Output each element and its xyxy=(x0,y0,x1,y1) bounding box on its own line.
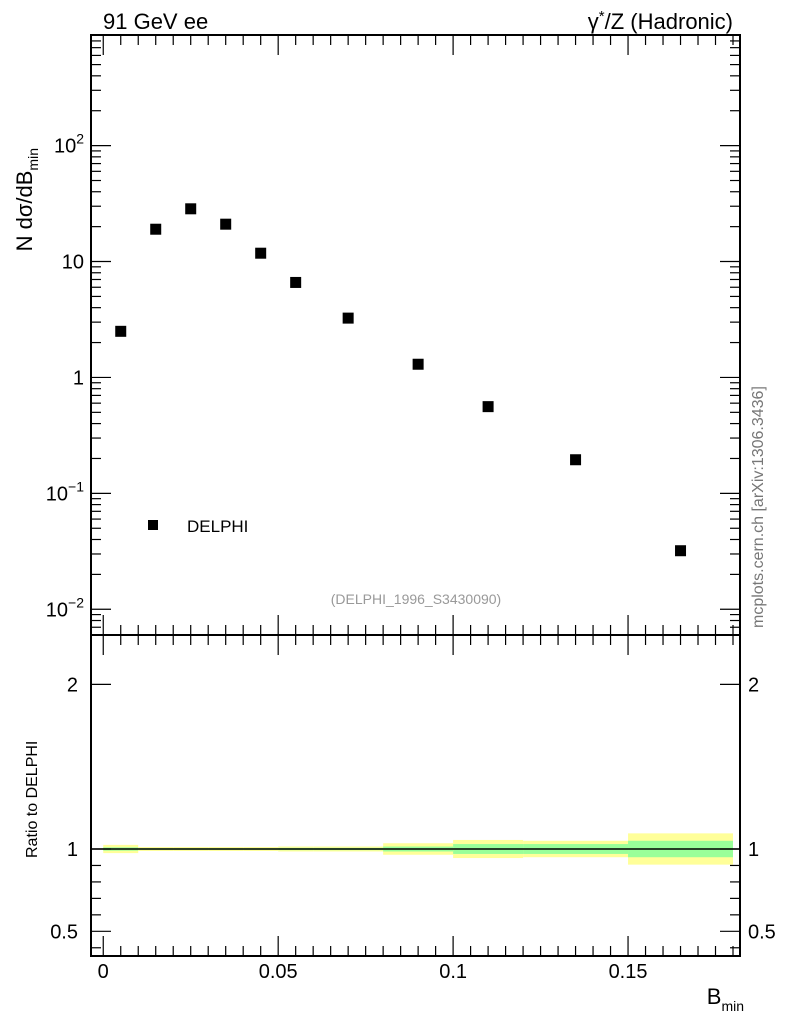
analysis-annotation: (DELPHI_1996_S3430090) xyxy=(331,591,501,607)
x-tick-label: 0 xyxy=(98,961,109,983)
header-right: γ*/Z (Hadronic) xyxy=(588,8,733,34)
data-point xyxy=(342,312,354,324)
ratio-bands xyxy=(91,833,740,865)
x-tick-label: 0.1 xyxy=(439,961,467,983)
header-right-rest: /Z (Hadronic) xyxy=(605,9,733,34)
ratio-ytick-label-right: 0.5 xyxy=(748,921,776,943)
ratio-ytick-label-left: 0.5 xyxy=(50,921,78,943)
ratio-ytick-label-left: 1 xyxy=(67,839,78,861)
data-point xyxy=(570,454,582,466)
ratio-ticks: 0.5 0.5 1 1 2 2 0 0.05 0.1 0.15 xyxy=(50,635,776,983)
ratio-frame xyxy=(90,634,741,957)
data-point xyxy=(482,401,494,413)
side-label: mcplots.cern.ch [arXiv:1306.3436] xyxy=(750,386,767,628)
data-point xyxy=(255,247,267,259)
main-ytick-label: 1 xyxy=(73,367,84,389)
header-right-gamma: γ xyxy=(588,9,599,34)
data-point xyxy=(675,545,687,557)
x-tick-label: 0.15 xyxy=(609,961,648,983)
ratio-ytick-label-right: 1 xyxy=(748,839,759,861)
ratio-ytick-label-left: 2 xyxy=(67,674,78,696)
data-point xyxy=(220,218,232,230)
data-point xyxy=(290,276,302,288)
x-axis-label-sub: min xyxy=(721,998,744,1014)
header-left: 91 GeV ee xyxy=(103,9,208,34)
main-ytick-label: 10 xyxy=(62,252,84,274)
x-axis-label-text: B xyxy=(707,984,722,1009)
data-point xyxy=(412,358,424,370)
data-point xyxy=(150,223,162,235)
legend: DELPHI xyxy=(148,517,248,536)
main-ytick-label: 102 xyxy=(54,131,84,158)
main-points xyxy=(115,203,687,557)
main-ytick-label: 10−2 xyxy=(46,594,84,621)
x-axis-label: Bmin xyxy=(707,984,744,1014)
main-ylabel: N dσ/dBmin xyxy=(12,148,41,251)
data-point xyxy=(185,203,197,215)
legend-label: DELPHI xyxy=(187,517,248,536)
legend-marker xyxy=(148,520,158,530)
data-point xyxy=(115,325,127,337)
main-ylabel-sub: min xyxy=(25,148,41,171)
main-ytick-label: 10−1 xyxy=(46,478,84,505)
main-frame xyxy=(90,34,741,636)
ratio-ytick-label-right: 2 xyxy=(748,674,759,696)
main-ylabel-text: N dσ/dB xyxy=(12,171,37,252)
ratio-ylabel: Ratio to DELPHI xyxy=(24,741,41,858)
main-ticks: 10−2 10−1 1 10 102 xyxy=(46,34,740,636)
x-tick-label: 0.05 xyxy=(259,961,298,983)
header-right-star: * xyxy=(599,8,605,25)
